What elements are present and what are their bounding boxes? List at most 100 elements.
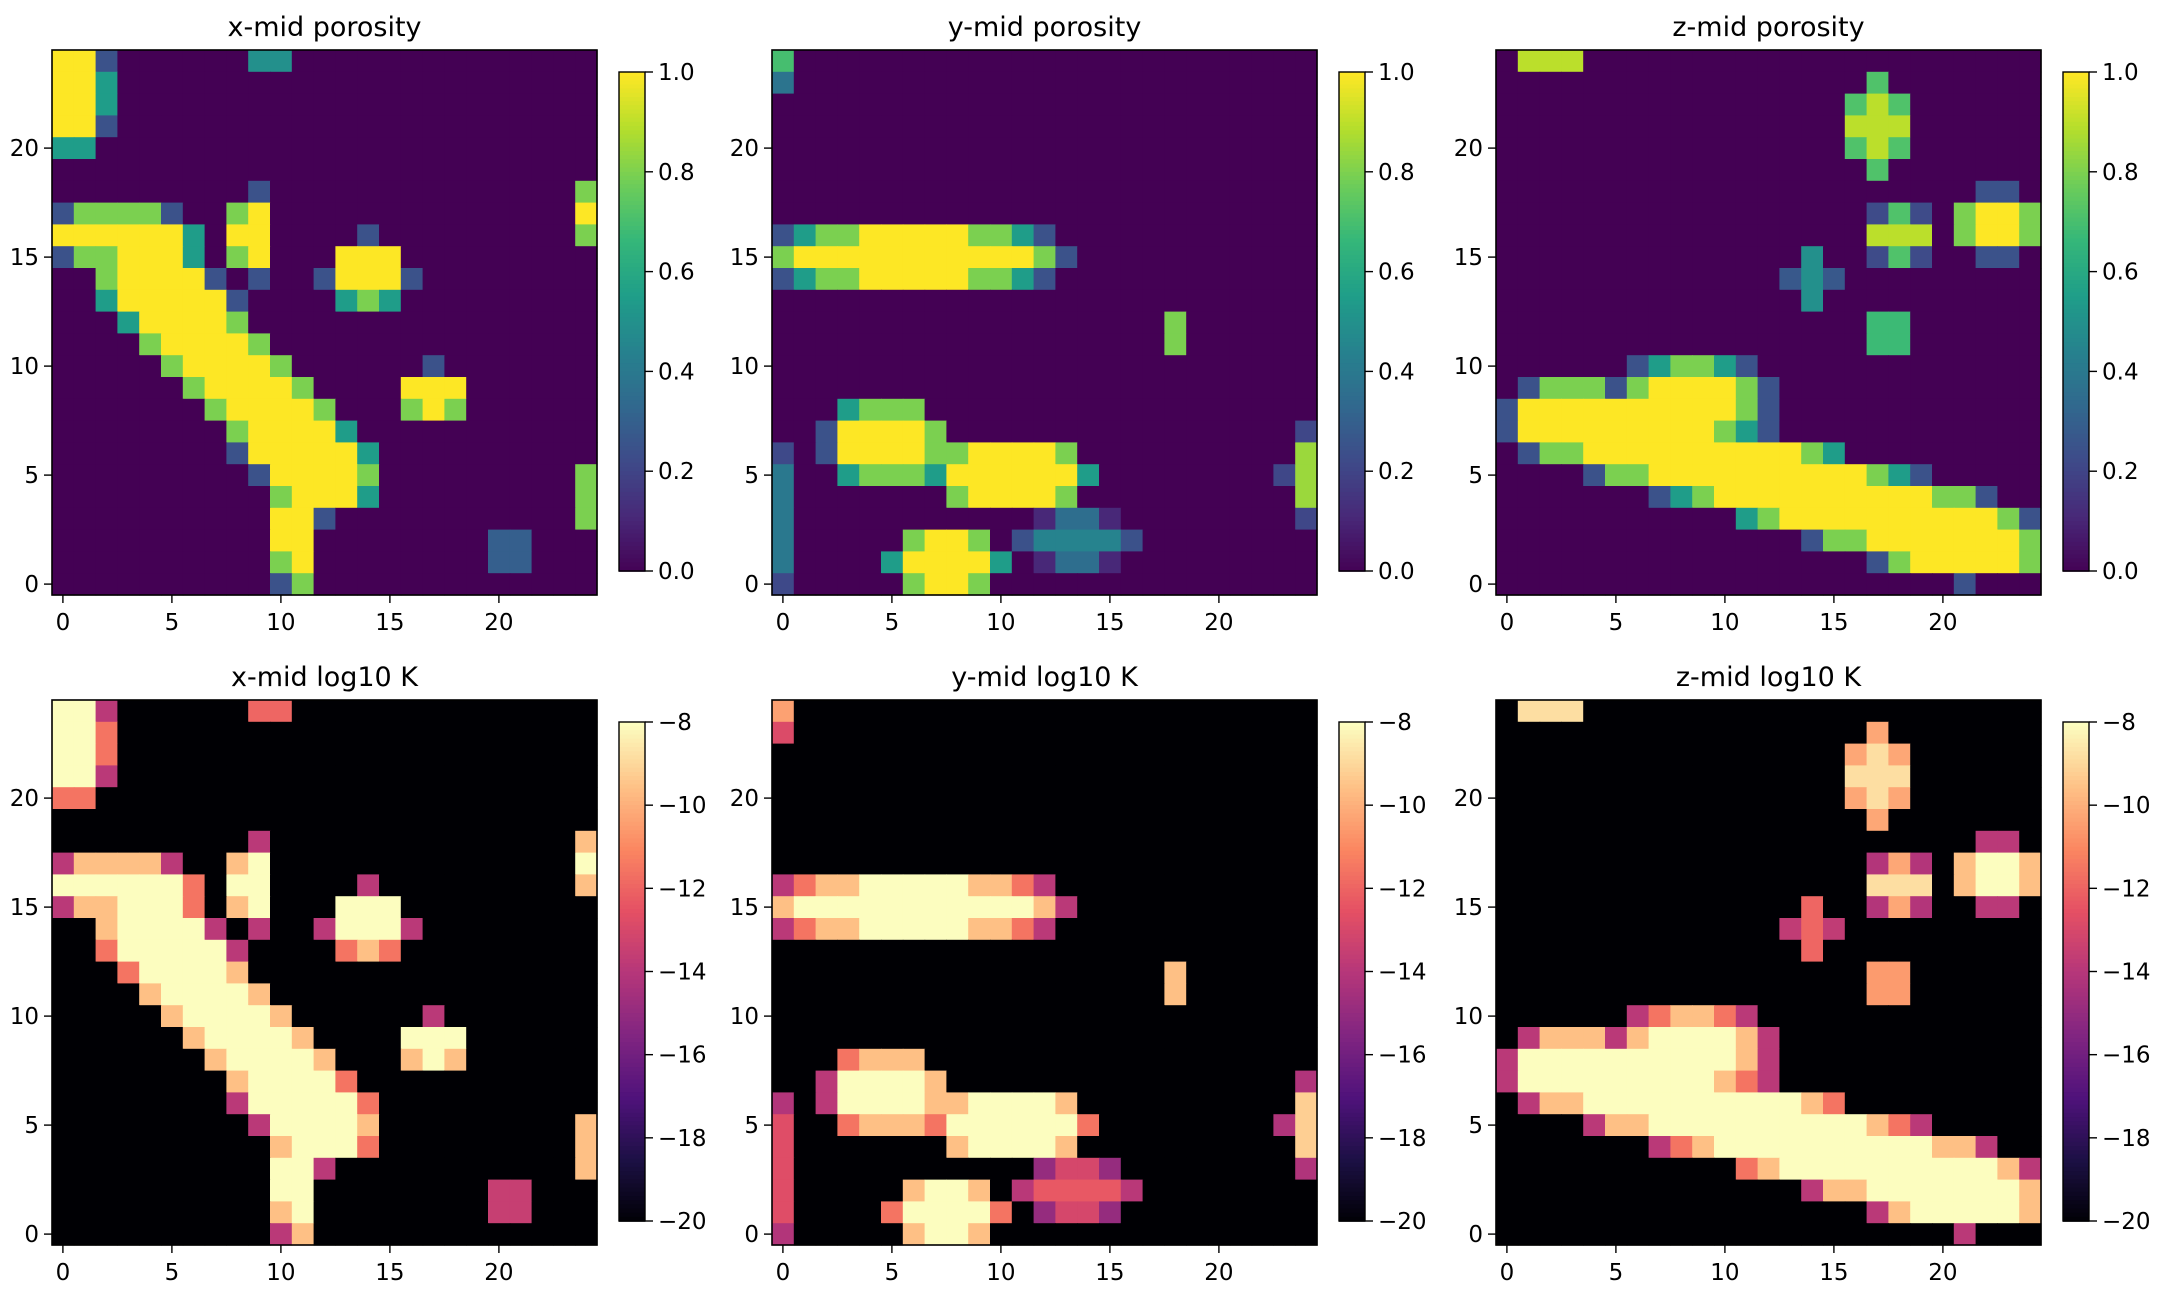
- heatmap-cell: [422, 700, 445, 723]
- colorbar-segment: [2063, 904, 2089, 910]
- heatmap-cell: [1670, 787, 1693, 810]
- heatmap-cell: [226, 830, 249, 854]
- heatmap-cell: [400, 918, 424, 941]
- heatmap-cell: [1273, 289, 1296, 313]
- heatmap-cell: [1823, 1114, 1846, 1137]
- heatmap-cell: [946, 529, 969, 552]
- heatmap-cell: [1539, 180, 1562, 204]
- heatmap-cell: [1779, 918, 1802, 941]
- heatmap-cell: [1692, 311, 1715, 334]
- heatmap-cell: [313, 743, 336, 766]
- heatmap-cell: [1186, 1223, 1209, 1246]
- heatmap-cell: [1888, 721, 1911, 745]
- heatmap-cell: [1251, 180, 1274, 204]
- heatmap-cell: [1844, 1179, 1868, 1202]
- heatmap-cell: [1229, 71, 1253, 95]
- heatmap-cell: [1888, 743, 1911, 766]
- colorbar-segment: [619, 1062, 645, 1068]
- heatmap-cell: [1714, 311, 1737, 334]
- heatmap-cell: [1561, 1179, 1584, 1202]
- heatmap-cell: [1714, 1157, 1737, 1181]
- colorbar-segment: [2063, 159, 2089, 165]
- heatmap-cell: [1077, 1092, 1100, 1115]
- heatmap-cell: [488, 830, 511, 854]
- heatmap-cell: [182, 852, 206, 875]
- heatmap-cell: [204, 1223, 227, 1246]
- heatmap-cell: [1714, 93, 1737, 116]
- heatmap-cell: [73, 1027, 97, 1050]
- colorbar-segment: [2063, 392, 2089, 398]
- heatmap-cell: [924, 874, 947, 897]
- heatmap-cell: [1539, 333, 1562, 356]
- heatmap-cell: [1910, 983, 1933, 1006]
- heatmap-cell: [1099, 700, 1122, 723]
- colorbar-segment: [2063, 300, 2089, 306]
- heatmap-cell: [881, 268, 904, 291]
- heatmap-cell: [1714, 137, 1737, 160]
- heatmap-cell: [1251, 809, 1274, 832]
- heatmap-cell: [1888, 939, 1911, 963]
- heatmap-cell: [488, 137, 511, 160]
- heatmap-cell: [1953, 159, 1977, 182]
- heatmap-cell: [95, 486, 118, 509]
- colorbar-segment: [619, 205, 645, 211]
- colorbar-segment: [2063, 1017, 2089, 1023]
- colorbar-segment: [619, 734, 645, 740]
- colorbar-segment: [1339, 1092, 1365, 1098]
- heatmap-cell: [270, 115, 293, 138]
- heatmap-cell: [1077, 1157, 1100, 1181]
- heatmap-cell: [466, 743, 489, 766]
- heatmap-cell: [1142, 1070, 1165, 1093]
- heatmap-cell: [1648, 1223, 1671, 1246]
- colorbar-segment: [1339, 1212, 1365, 1218]
- heatmap-cell: [488, 939, 511, 963]
- colorbar-segment: [2063, 379, 2089, 385]
- heatmap-cell: [444, 1136, 467, 1159]
- heatmap-cell: [444, 137, 467, 160]
- heatmap-cell: [291, 1070, 315, 1093]
- heatmap-cell: [1735, 180, 1759, 204]
- heatmap-cell: [1670, 464, 1693, 487]
- heatmap-cell: [1561, 289, 1584, 313]
- x-tick-label: 20: [1928, 1260, 1957, 1286]
- heatmap-cell: [291, 93, 315, 116]
- heatmap-cell: [52, 333, 75, 356]
- heatmap-cell: [291, 442, 315, 465]
- heatmap-cell: [270, 1114, 293, 1137]
- heatmap-cell: [1844, 573, 1868, 596]
- heatmap-cell: [2019, 983, 2042, 1006]
- heatmap-cell: [881, 1136, 904, 1159]
- heatmap-cell: [924, 115, 947, 138]
- colorbar-segment: [619, 746, 645, 752]
- heatmap-cell: [117, 529, 140, 552]
- colorbar-segment: [1339, 88, 1365, 94]
- colorbar-segment: [1339, 988, 1365, 994]
- colorbar-segment: [619, 1033, 645, 1039]
- heatmap-cell: [990, 311, 1013, 334]
- heatmap-cell: [1164, 486, 1187, 509]
- heatmap-cell: [815, 50, 838, 73]
- heatmap-cell: [946, 289, 969, 313]
- heatmap-cell: [95, 246, 118, 269]
- heatmap-cell: [1953, 137, 1977, 160]
- heatmap-cell: [1953, 1223, 1977, 1246]
- heatmap-cell: [1648, 852, 1671, 875]
- colorbar-segment: [619, 892, 645, 898]
- heatmap-cell: [270, 224, 293, 247]
- heatmap-cell: [1517, 137, 1541, 160]
- heatmap-cell: [1583, 507, 1606, 531]
- heatmap-cell: [1120, 983, 1144, 1006]
- heatmap-cell: [990, 268, 1013, 291]
- heatmap-cell: [1583, 486, 1606, 509]
- heatmap-cell: [204, 1048, 227, 1072]
- heatmap-cell: [1953, 246, 1977, 269]
- heatmap-cell: [1801, 852, 1824, 875]
- heatmap-cell: [2019, 1048, 2042, 1072]
- heatmap-cell: [379, 1223, 402, 1246]
- heatmap-cell: [444, 896, 467, 919]
- heatmap-cell: [204, 442, 227, 465]
- heatmap-cell: [772, 852, 795, 875]
- heatmap-cell: [1517, 1092, 1541, 1115]
- heatmap-cell: [793, 1027, 817, 1050]
- heatmap-cell: [357, 1070, 380, 1093]
